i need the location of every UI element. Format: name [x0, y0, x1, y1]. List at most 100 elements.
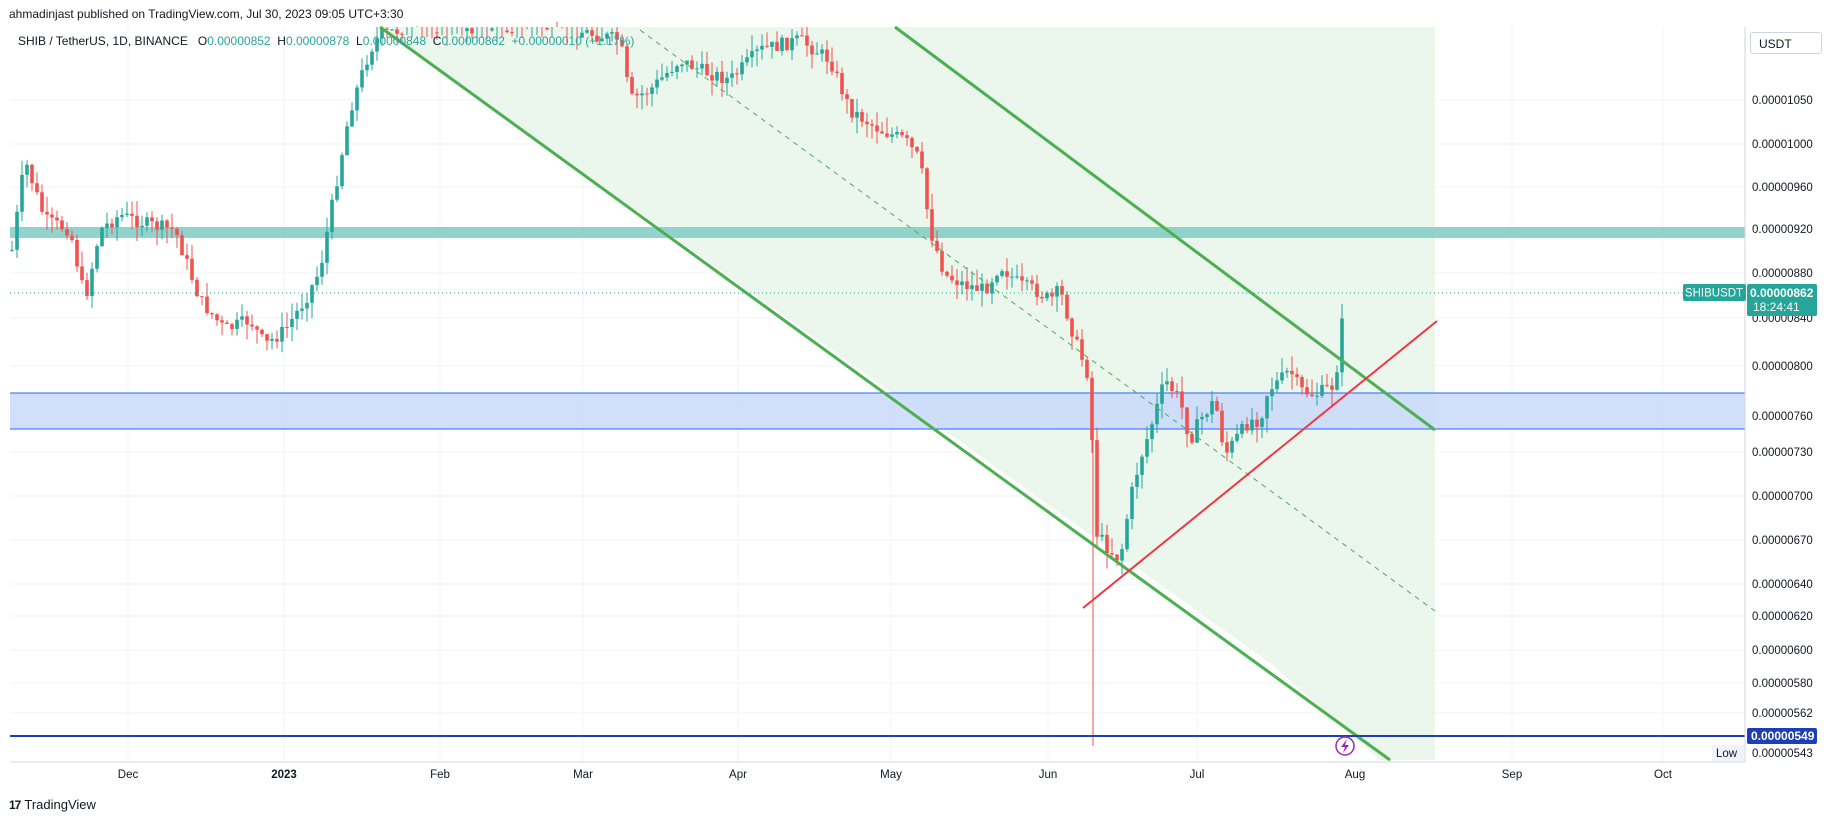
candle-body	[1150, 424, 1154, 440]
publish-info: ahmadinjast published on TradingView.com…	[9, 7, 404, 21]
candle-body	[1005, 271, 1009, 277]
candle-body	[850, 98, 854, 118]
candle-body	[675, 66, 679, 72]
candle-body	[780, 37, 784, 51]
channel-midline	[639, 29, 1436, 612]
candle-body	[60, 220, 64, 230]
candle-body	[775, 41, 779, 51]
candle-body	[1190, 434, 1194, 443]
candle-body	[1115, 554, 1119, 561]
candle-body	[80, 266, 84, 281]
candle-body	[585, 30, 589, 33]
candle-body	[660, 77, 664, 80]
candle-body	[85, 280, 89, 297]
candle-body	[155, 221, 159, 230]
candle-body	[545, 27, 549, 30]
candle-body	[630, 77, 634, 94]
candle-body	[1335, 372, 1339, 390]
candle-body	[640, 93, 644, 96]
candle-body	[1295, 374, 1299, 378]
candle-body	[785, 37, 789, 51]
time-tick-label: Apr	[729, 769, 747, 781]
candle-body	[90, 268, 94, 297]
candle-body	[1155, 403, 1159, 425]
candle-body	[705, 63, 709, 76]
candle-body	[185, 255, 189, 259]
tradingview-logo-icon: 17	[9, 797, 21, 812]
candle-body	[760, 45, 764, 50]
candle-body	[295, 310, 299, 319]
price-tick-label: 0.00000600	[1752, 645, 1813, 657]
time-tick-label: Aug	[1345, 769, 1365, 781]
currency-button[interactable]: USDT	[1750, 32, 1822, 54]
candle-body	[310, 285, 314, 303]
candle-body	[1110, 553, 1114, 555]
candle-body	[645, 93, 649, 95]
price-tick-label: 0.00000620	[1752, 611, 1813, 623]
low-price-tag: Low 0.00000543	[1712, 745, 1813, 761]
candle-body	[1240, 424, 1244, 434]
candle-body	[1050, 292, 1054, 297]
candle-body	[1020, 276, 1024, 281]
candle-body	[1165, 381, 1169, 385]
time-tick-label: Jun	[1039, 769, 1058, 781]
candle-body	[820, 49, 824, 54]
candle-body	[140, 225, 144, 228]
candle-body	[320, 262, 324, 277]
candle-body	[995, 275, 999, 283]
candles	[10, 21, 1344, 746]
candle-body	[315, 276, 319, 286]
candle-body	[745, 57, 749, 63]
candle-body	[250, 324, 254, 327]
candle-body	[145, 217, 149, 226]
candle-body	[600, 38, 604, 42]
candle-body	[1040, 296, 1044, 299]
brand-name: TradingView	[24, 797, 96, 812]
candle-body	[1255, 419, 1259, 427]
time-tick-label: Sep	[1502, 769, 1522, 781]
legend-change: +0.00000010 (+1.17%)	[511, 34, 635, 48]
candle-body	[200, 296, 204, 298]
candle-body	[965, 281, 969, 290]
candle-body	[920, 151, 924, 169]
tradingview-brand[interactable]: 17 TradingView	[9, 797, 96, 812]
candle-body	[1285, 370, 1289, 373]
candle-body	[735, 73, 739, 75]
legend-symbol[interactable]: SHIB / TetherUS, 1D, BINANCE	[18, 34, 188, 48]
candle-body	[1340, 318, 1344, 373]
candle-body	[1275, 380, 1279, 390]
candle-body	[240, 316, 244, 320]
candle-body	[1225, 442, 1229, 453]
candle-body	[595, 35, 599, 42]
candle-body	[740, 62, 744, 75]
candle-body	[665, 72, 669, 78]
candle-body	[170, 227, 174, 229]
candle-body	[325, 231, 329, 263]
candle-body	[865, 121, 869, 125]
candle-body	[855, 112, 859, 118]
lightning-icon[interactable]	[1335, 736, 1355, 756]
candle-body	[975, 285, 979, 291]
candle-body	[1325, 384, 1329, 386]
candle-body	[375, 38, 379, 52]
candle-body	[1145, 439, 1149, 457]
candle-body	[215, 314, 219, 321]
candle-body	[225, 322, 229, 325]
candle-body	[150, 217, 154, 222]
candle-body	[1205, 414, 1209, 417]
candle-body	[65, 229, 69, 236]
candle-body	[625, 46, 629, 78]
candle-body	[30, 164, 34, 184]
candle-body	[1175, 391, 1179, 393]
candle-body	[940, 251, 944, 272]
candle-body	[795, 35, 799, 39]
candle-body	[20, 174, 24, 212]
candle-body	[845, 94, 849, 99]
candle-body	[945, 271, 949, 276]
candle-body	[910, 138, 914, 148]
candle-body	[470, 28, 474, 34]
candle-body	[1230, 440, 1234, 453]
price-tick-label: 0.00000920	[1752, 224, 1813, 236]
price-tick-label: 0.00000800	[1752, 361, 1813, 373]
